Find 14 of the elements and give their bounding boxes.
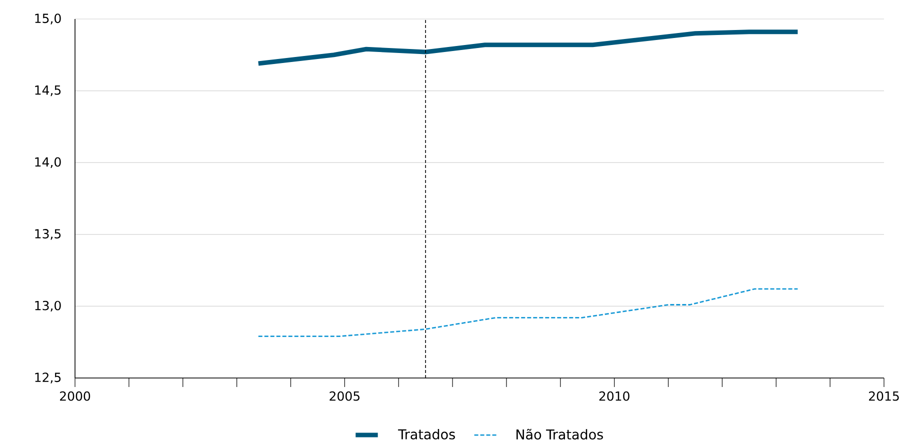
line-series	[258, 288, 798, 338]
legend-label: Não Tratados	[516, 428, 603, 440]
y-tick-label: 15,0	[35, 14, 61, 24]
x-tick-label: 2010	[599, 391, 630, 401]
line-series	[256, 30, 800, 66]
y-tick-label: 13,0	[35, 300, 61, 312]
legend-label: Tratados	[398, 428, 455, 440]
y-tick-label: 12,5	[35, 372, 61, 384]
x-tick-label: 2015	[869, 391, 899, 401]
x-tick-label: 2005	[330, 391, 360, 401]
y-tick-label: 13,5	[35, 229, 61, 240]
y-tick-label: 14,0	[35, 157, 61, 168]
x-tick-label: 2000	[60, 391, 90, 401]
y-tick-label: 14,5	[35, 86, 61, 96]
